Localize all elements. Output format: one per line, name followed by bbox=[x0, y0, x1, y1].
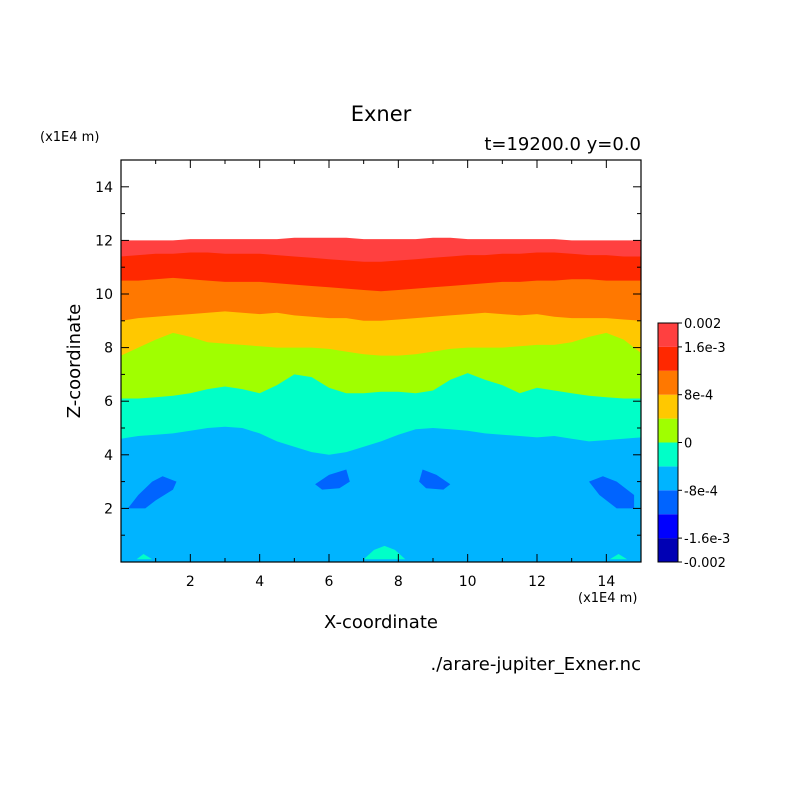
y-tick-label: 6 bbox=[104, 394, 113, 410]
colorbar-swatch bbox=[658, 442, 678, 467]
chart-title: Exner bbox=[351, 102, 412, 126]
x-tick-label: 10 bbox=[459, 574, 477, 590]
colorbar-tick-label: 0 bbox=[684, 437, 692, 452]
colorbar-swatch bbox=[658, 538, 678, 562]
contour-blob-1 bbox=[127, 476, 177, 509]
x-tick-label: 12 bbox=[528, 574, 546, 590]
colorbar-swatch bbox=[658, 466, 678, 491]
colorbar-swatch bbox=[658, 514, 678, 539]
contour-blob-5 bbox=[363, 545, 406, 560]
colorbar-tick-label: 8e-4 bbox=[684, 389, 713, 404]
colorbar-swatch bbox=[658, 323, 678, 347]
source-file-label: ./arare-jupiter_Exner.nc bbox=[431, 654, 641, 675]
y-unit-label: (x1E4 m) bbox=[40, 130, 99, 145]
plot-frame bbox=[120, 159, 642, 563]
contour-band-1 bbox=[121, 426, 641, 562]
contour-blob-3 bbox=[419, 469, 451, 490]
contour-blob-2 bbox=[315, 469, 350, 490]
colorbar-tick-label: -0.002 bbox=[684, 556, 726, 571]
y-axis-title: Z-coordinate bbox=[64, 304, 85, 419]
x-tick-label: 8 bbox=[394, 574, 403, 590]
y-tick-label: 12 bbox=[95, 233, 113, 249]
x-tick-label: 2 bbox=[186, 574, 195, 590]
y-tick-label: 4 bbox=[104, 448, 113, 464]
colorbar-swatch bbox=[658, 370, 678, 395]
contour-blob-6 bbox=[136, 554, 153, 560]
colorbar-tick-label: 0.002 bbox=[684, 317, 721, 332]
colorbar-swatch bbox=[658, 346, 678, 371]
colorbar-swatch bbox=[658, 490, 678, 515]
x-tick-label: 4 bbox=[255, 574, 264, 590]
contour-blob-7 bbox=[609, 554, 628, 560]
y-tick-label: 2 bbox=[104, 501, 113, 517]
colorbar-swatch bbox=[658, 394, 678, 419]
y-tick-label: 10 bbox=[95, 287, 113, 303]
x-axis-title: X-coordinate bbox=[324, 612, 438, 633]
y-tick-label: 14 bbox=[95, 180, 113, 196]
y-tick-label: 8 bbox=[104, 341, 113, 357]
x-tick-label: 6 bbox=[325, 574, 334, 590]
contour-blob-4 bbox=[589, 476, 635, 509]
colorbar-tick-label: -1.6e-3 bbox=[684, 532, 730, 547]
colorbar-tick-label: -8e-4 bbox=[684, 484, 718, 499]
x-unit-label: (x1E4 m) bbox=[578, 591, 637, 606]
colorbar-swatch bbox=[658, 418, 678, 443]
colorbar-tick-label: 1.6e-3 bbox=[684, 341, 726, 356]
axis-ticks: 2 4 6 8 10 12 14 2 4 6 8 10 12 14 bbox=[95, 159, 642, 590]
contour-blob-layer bbox=[127, 469, 635, 560]
x-tick-label: 14 bbox=[597, 574, 615, 590]
chart-subtitle: t=19200.0 y=0.0 bbox=[484, 134, 641, 155]
contour-fill-layer bbox=[121, 160, 641, 562]
colorbar: 0.002 1.6e-3 8e-4 0 -8e-4 -1.6e-3 -0.002 bbox=[657, 317, 730, 571]
